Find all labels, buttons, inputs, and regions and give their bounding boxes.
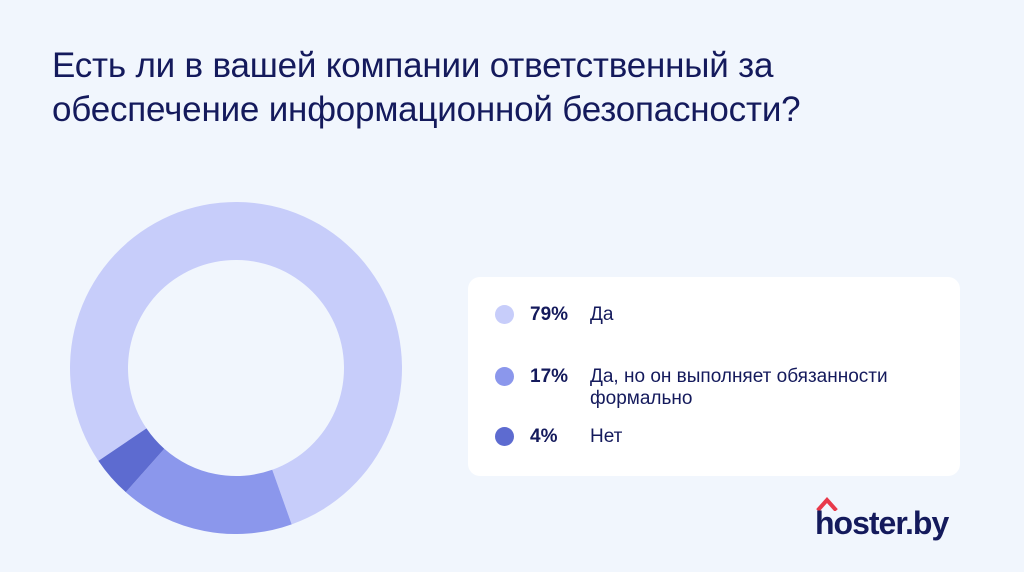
legend-percent: 17%	[530, 366, 569, 387]
legend-label: Да	[590, 304, 614, 325]
donut-slice-1	[125, 448, 292, 534]
donut-slice-0	[70, 201, 403, 525]
legend-label: Да, но он выполняет обязанности формальн…	[590, 366, 888, 409]
legend-dot	[495, 367, 514, 386]
donut-chart	[70, 201, 403, 534]
legend-dot	[495, 305, 514, 324]
logo-text: hoster.by	[815, 505, 949, 541]
donut-svg	[70, 201, 403, 534]
legend: 79% Да 17% Да, но он выполняет обязаннос…	[468, 277, 960, 476]
legend-dot	[495, 427, 514, 446]
legend-percent: 79%	[530, 304, 569, 325]
chart-title: Есть ли в вашей компании ответственный з…	[52, 46, 801, 129]
hoster-logo[interactable]: hoster.by	[815, 495, 965, 545]
donut-slice-2	[98, 428, 165, 493]
legend-label: Нет	[590, 426, 623, 447]
legend-percent: 4%	[530, 426, 558, 447]
logo-roof-icon	[816, 496, 838, 511]
